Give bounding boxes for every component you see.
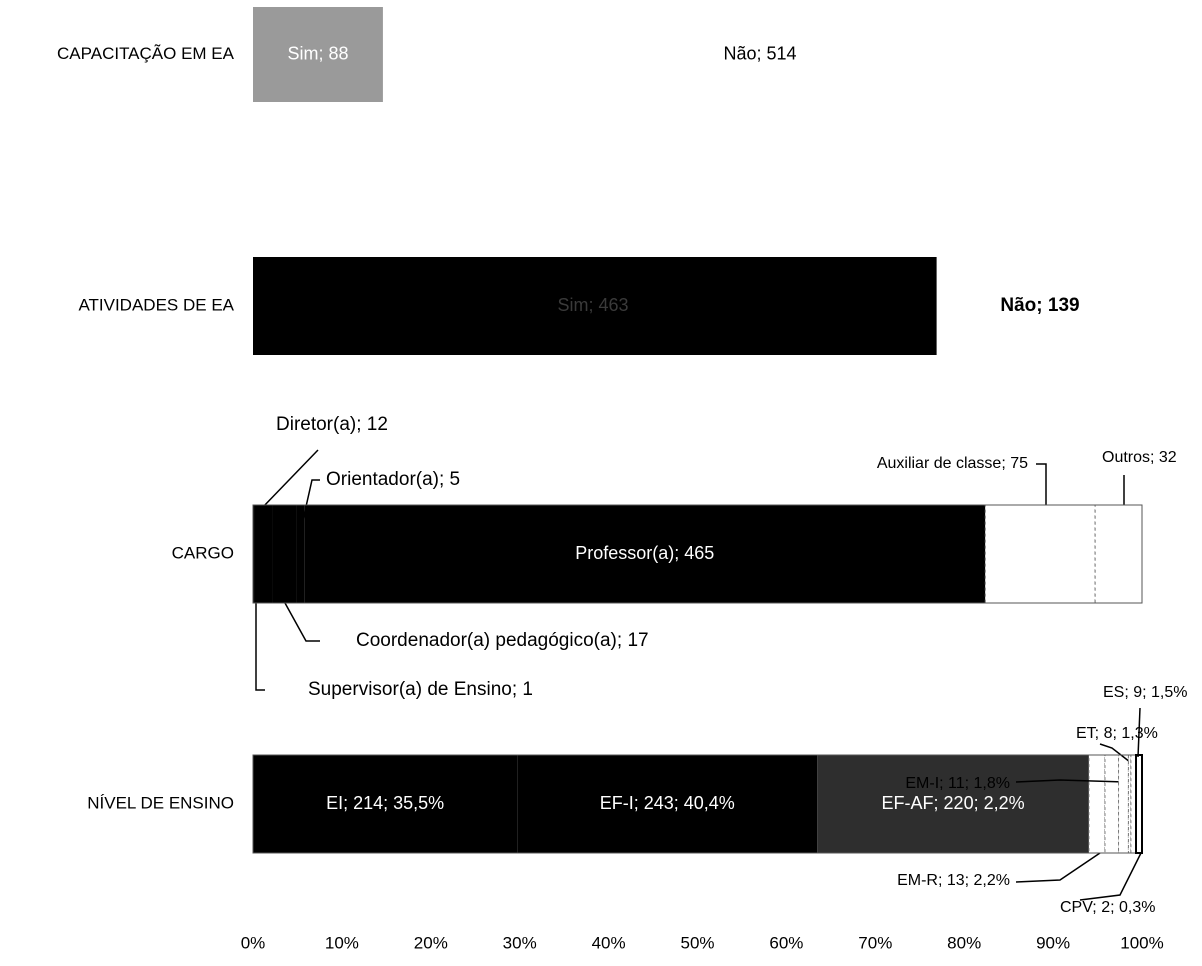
x-tick-label-80pct: 80% bbox=[947, 933, 981, 952]
data-label-cargo-coordenador-a-pedagogico-a: Coordenador(a) pedagógico(a); 17 bbox=[356, 630, 649, 651]
x-tick-label-60pct: 60% bbox=[769, 933, 803, 952]
leader-line-auxiliar-de-classe bbox=[1036, 463, 1047, 505]
leader-line-supervisor-a-de-ensino bbox=[255, 603, 265, 691]
data-label-nivel-de-ensino-em-i: EM-I; 11; 1,8% bbox=[905, 775, 1010, 792]
x-tick-label-20pct: 20% bbox=[414, 933, 448, 952]
x-tick-label-100pct: 100% bbox=[1120, 933, 1163, 952]
bar-segment-cargo-coordenador-a-pedagogico-a bbox=[272, 505, 297, 603]
data-label-atividades-de-ea-nao: Não; 139 bbox=[1000, 295, 1079, 316]
es-segment-outline bbox=[1135, 754, 1143, 854]
data-label-nivel-de-ensino-ef-i: EF-I; 243; 40,4% bbox=[600, 793, 735, 813]
x-tick-label-90pct: 90% bbox=[1036, 933, 1070, 952]
data-label-cargo-professor-a: Professor(a); 465 bbox=[575, 543, 714, 563]
data-label-cargo-outros: Outros; 32 bbox=[1102, 449, 1177, 466]
category-label-atividades-de-ea: ATIVIDADES DE EA bbox=[78, 295, 234, 314]
leader-line-em-i bbox=[1015, 779, 1126, 783]
bar-segment-nivel-de-ensino-et bbox=[1118, 754, 1129, 854]
data-label-capacitacao-em-ea-sim: Sim; 88 bbox=[287, 43, 348, 63]
bar-segment-cargo-outros bbox=[1094, 504, 1143, 604]
bar-segment-atividades-de-ea-sim bbox=[253, 257, 937, 355]
leader-line-em-r bbox=[1015, 852, 1101, 883]
data-label-nivel-de-ensino-et: ET; 8; 1,3% bbox=[1076, 725, 1158, 742]
data-label-nivel-de-ensino-em-r: EM-R; 13; 2,2% bbox=[897, 872, 1010, 889]
bar-segment-nivel-de-ensino-em-r bbox=[1088, 754, 1106, 854]
bar-segment-capacitacao-em-ea-nao bbox=[382, 7, 1142, 102]
data-label-nivel-de-ensino-ef-af: EF-AF; 220; 2,2% bbox=[882, 793, 1025, 813]
data-label-nivel-de-ensino-ei: EI; 214; 35,5% bbox=[326, 793, 444, 813]
leader-line-es bbox=[1137, 707, 1141, 758]
bar-segment-nivel-de-ensino-ef-af bbox=[817, 755, 1089, 853]
x-tick-label-40pct: 40% bbox=[592, 933, 626, 952]
data-label-cargo-diretor-a: Diretor(a); 12 bbox=[276, 414, 388, 435]
x-tick-label-10pct: 10% bbox=[325, 933, 359, 952]
data-label-capacitacao-em-ea-nao: Não; 514 bbox=[723, 43, 796, 63]
category-label-capacitacao-em-ea: CAPACITAÇÃO EM EA bbox=[57, 44, 235, 63]
data-label-cargo-supervisor-a-de-ensino: Supervisor(a) de Ensino; 1 bbox=[308, 679, 533, 700]
x-tick-label-70pct: 70% bbox=[858, 933, 892, 952]
data-label-atividades-de-ea-sim: Sim; 463 bbox=[557, 295, 628, 315]
bar-segment-atividades-de-ea-nao bbox=[936, 257, 1142, 355]
data-label-nivel-de-ensino-es: ES; 9; 1,5% bbox=[1103, 684, 1188, 701]
leader-line-cpv bbox=[1079, 852, 1142, 901]
leader-line-et bbox=[1099, 743, 1131, 763]
bar-segment-nivel-de-ensino-em-i bbox=[1104, 754, 1120, 854]
leader-line-coordenador-a-pedagogico-a bbox=[284, 602, 320, 642]
bar-segment-nivel-de-ensino-ei bbox=[253, 755, 518, 853]
bar-segment-cargo-orientador-a bbox=[296, 505, 305, 603]
x-tick-label-50pct: 50% bbox=[680, 933, 714, 952]
bar-segment-cargo-auxiliar-de-classe bbox=[984, 504, 1096, 604]
bar-segment-capacitacao-em-ea-sim bbox=[253, 7, 383, 102]
bar-segment-nivel-de-ensino-ef-i bbox=[517, 755, 818, 853]
data-label-nivel-de-ensino-cpv: CPV; 2; 0,3% bbox=[1060, 899, 1155, 916]
cargo-bar-outline bbox=[252, 504, 1143, 604]
data-label-cargo-auxiliar-de-classe: Auxiliar de classe; 75 bbox=[877, 455, 1028, 472]
leader-line-diretor-a bbox=[261, 449, 319, 509]
bar-segment-cargo-professor-a bbox=[304, 505, 986, 603]
category-label-cargo: CARGO bbox=[172, 543, 234, 562]
x-tick-label-30pct: 30% bbox=[503, 933, 537, 952]
bar-segment-cargo-diretor-a bbox=[254, 505, 273, 603]
data-label-cargo-orientador-a: Orientador(a); 5 bbox=[326, 469, 460, 490]
category-label-nivel-de-ensino: NÍVEL DE ENSINO bbox=[87, 793, 234, 812]
x-tick-label-0pct: 0% bbox=[241, 933, 266, 952]
bar-segment-cargo-supervisor-a-de-ensino bbox=[253, 505, 255, 603]
